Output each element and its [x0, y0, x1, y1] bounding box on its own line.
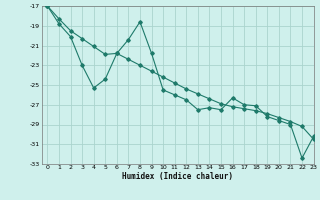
X-axis label: Humidex (Indice chaleur): Humidex (Indice chaleur)	[122, 172, 233, 181]
